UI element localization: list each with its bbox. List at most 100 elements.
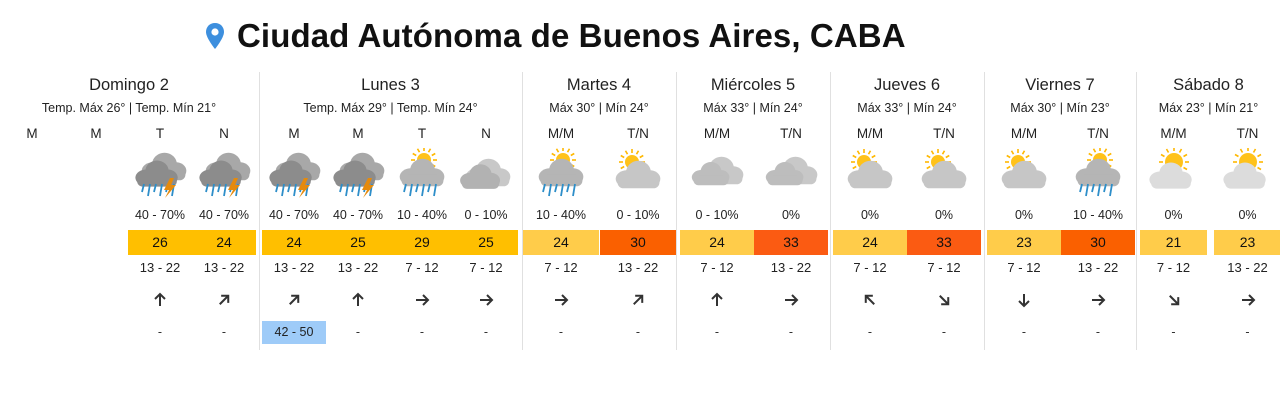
day-name: Miércoles 5 [710, 76, 796, 94]
slot-label: M/M [856, 126, 884, 141]
day-temperature-range: Temp. Máx 29° | Temp. Mín 24° [303, 101, 478, 115]
sun-rain-icon [538, 148, 584, 197]
time-slot: N 40 - 70% 24 13 - 22 - [192, 72, 256, 350]
day-name: Sábado 8 [1173, 76, 1244, 94]
precipitation-probability: 10 - 40% [535, 208, 587, 222]
temperature-cell: 25 [454, 230, 518, 255]
wind-direction-arrow-icon [480, 294, 494, 306]
wind-gust: - [355, 325, 361, 339]
temperature-cell: 24 [680, 230, 754, 255]
partly-cloudy-icon [921, 149, 967, 189]
time-slot: T 40 - 70% 26 13 - 22 - [128, 72, 192, 350]
wind-direction-arrow-icon [633, 294, 644, 305]
day-name: Lunes 3 [361, 76, 420, 94]
partly-cloudy-icon [1001, 149, 1047, 189]
time-slot: T/N 0% 33 7 - 12 - [907, 72, 981, 350]
wind-direction-arrow-icon [289, 294, 300, 305]
sunny-cloud-icon [1222, 148, 1266, 189]
location-name: Ciudad Autónoma de Buenos Aires, CABA [237, 17, 906, 54]
temperature-cell: 30 [600, 230, 676, 255]
wind-speed: 13 - 22 [1227, 260, 1268, 275]
wind-speed: 7 - 12 [853, 260, 887, 275]
temperature-cell: 24 [262, 230, 326, 255]
slot-label: N [219, 126, 229, 141]
cloud-icon [691, 156, 744, 186]
slot-label: M [352, 126, 364, 141]
day-name: Viernes 7 [1025, 76, 1095, 94]
slot-label: T/N [627, 126, 649, 141]
wind-gust: - [221, 325, 227, 339]
precipitation-probability: 0% [934, 208, 954, 222]
wind-speed: 13 - 22 [770, 260, 812, 275]
time-slot: M 40 - 70% 25 13 - 22 - [326, 72, 390, 350]
cloudy-night-icon [460, 158, 511, 189]
day-column: Miércoles 5 Máx 33° | Mín 24° M/M 0 - 10% 2… [676, 72, 829, 350]
wind-gust: - [1245, 325, 1250, 339]
wind-direction-arrow-icon [939, 295, 950, 306]
cloud-icon [765, 156, 818, 186]
day-temperature-range: Máx 33° | Mín 24° [703, 101, 803, 115]
time-slot: T/N 0% 23 13 - 22 - [1214, 72, 1280, 350]
wind-direction-arrow-icon [154, 292, 166, 306]
precipitation-probability: 0% [1164, 208, 1183, 222]
day-column: Sábado 8 Máx 23° | Mín 21° M/M 0% 21 7 - 12 … [1136, 72, 1280, 350]
time-slot: M 40 - 70% 24 13 - 22 42 - 50 [262, 72, 326, 350]
day-temperature-range: Máx 33° | Mín 24° [857, 101, 957, 115]
wind-gust: - [788, 325, 794, 339]
wind-direction-arrow-icon [711, 292, 723, 306]
wind-speed: 7 - 12 [1156, 260, 1191, 275]
wind-direction-arrow-icon [1018, 294, 1030, 308]
day-column: Lunes 3 Temp. Máx 29° | Temp. Mín 24° M 40… [259, 72, 521, 350]
slot-label: T [417, 126, 427, 141]
slot-label: N [481, 126, 491, 141]
time-slot: T/N 0% 33 13 - 22 - [754, 72, 828, 350]
slot-label: T/N [1236, 126, 1259, 141]
slot-label: T/N [780, 126, 802, 141]
time-slot: M/M 0% 24 7 - 12 - [833, 72, 907, 350]
temperature-cell: 26 [128, 230, 192, 255]
location-pin-icon [206, 23, 224, 49]
slot-label: M [26, 126, 38, 141]
wind-gust: - [419, 325, 425, 339]
wind-speed: 7 - 12 [927, 260, 961, 275]
wind-gust: - [635, 325, 641, 339]
time-slot: M [0, 72, 64, 350]
sun-rain-icon [1075, 148, 1121, 197]
day-column: Viernes 7 Máx 30° | Mín 23° M/M 0% 23 7 - 12… [984, 72, 1135, 350]
wind-direction-arrow-icon [864, 294, 875, 305]
time-slot: M/M 0% 23 7 - 12 - [987, 72, 1061, 350]
time-slot: M [64, 72, 128, 350]
precipitation-probability: 0% [781, 208, 801, 222]
temperature-cell: 33 [754, 230, 828, 255]
time-slot: M/M 10 - 40% 24 7 - 12 - [523, 72, 599, 350]
wind-direction-arrow-icon [352, 292, 364, 306]
wind-speed: 13 - 22 [203, 260, 245, 275]
temperature-cell: 33 [907, 230, 981, 255]
wind-gust: - [1095, 325, 1101, 339]
slot-label: M/M [547, 126, 575, 141]
wind-gust: - [941, 325, 947, 339]
page-title: Ciudad Autónoma de Buenos Aires, CABA [205, 14, 906, 58]
slot-label: M [288, 126, 300, 141]
wind-speed: 13 - 22 [139, 260, 181, 275]
slot-label: M/M [1010, 126, 1038, 141]
precipitation-probability: 0 - 10% [695, 208, 739, 222]
wind-speed: 7 - 12 [469, 260, 503, 275]
wind-speed: 7 - 12 [405, 260, 439, 275]
day-name: Martes 4 [566, 76, 632, 94]
wind-speed: 13 - 22 [273, 260, 315, 275]
slot-label: T/N [933, 126, 955, 141]
precipitation-probability: 10 - 40% [1072, 208, 1124, 222]
wind-gust: - [1171, 325, 1176, 339]
wind-direction-arrow-icon [555, 294, 569, 306]
storm-icon [333, 152, 385, 198]
wind-direction-arrow-icon [416, 294, 430, 306]
day-name: Jueves 6 [873, 76, 941, 94]
storm-icon [135, 152, 187, 198]
temperature-cell: 24 [523, 230, 599, 255]
slot-label: M [90, 126, 102, 141]
precipitation-probability: 0% [1014, 208, 1034, 222]
time-slot: T/N 10 - 40% 30 13 - 22 - [1061, 72, 1135, 350]
wind-direction-arrow-icon [1168, 295, 1179, 306]
day-name: Domingo 2 [89, 76, 169, 94]
